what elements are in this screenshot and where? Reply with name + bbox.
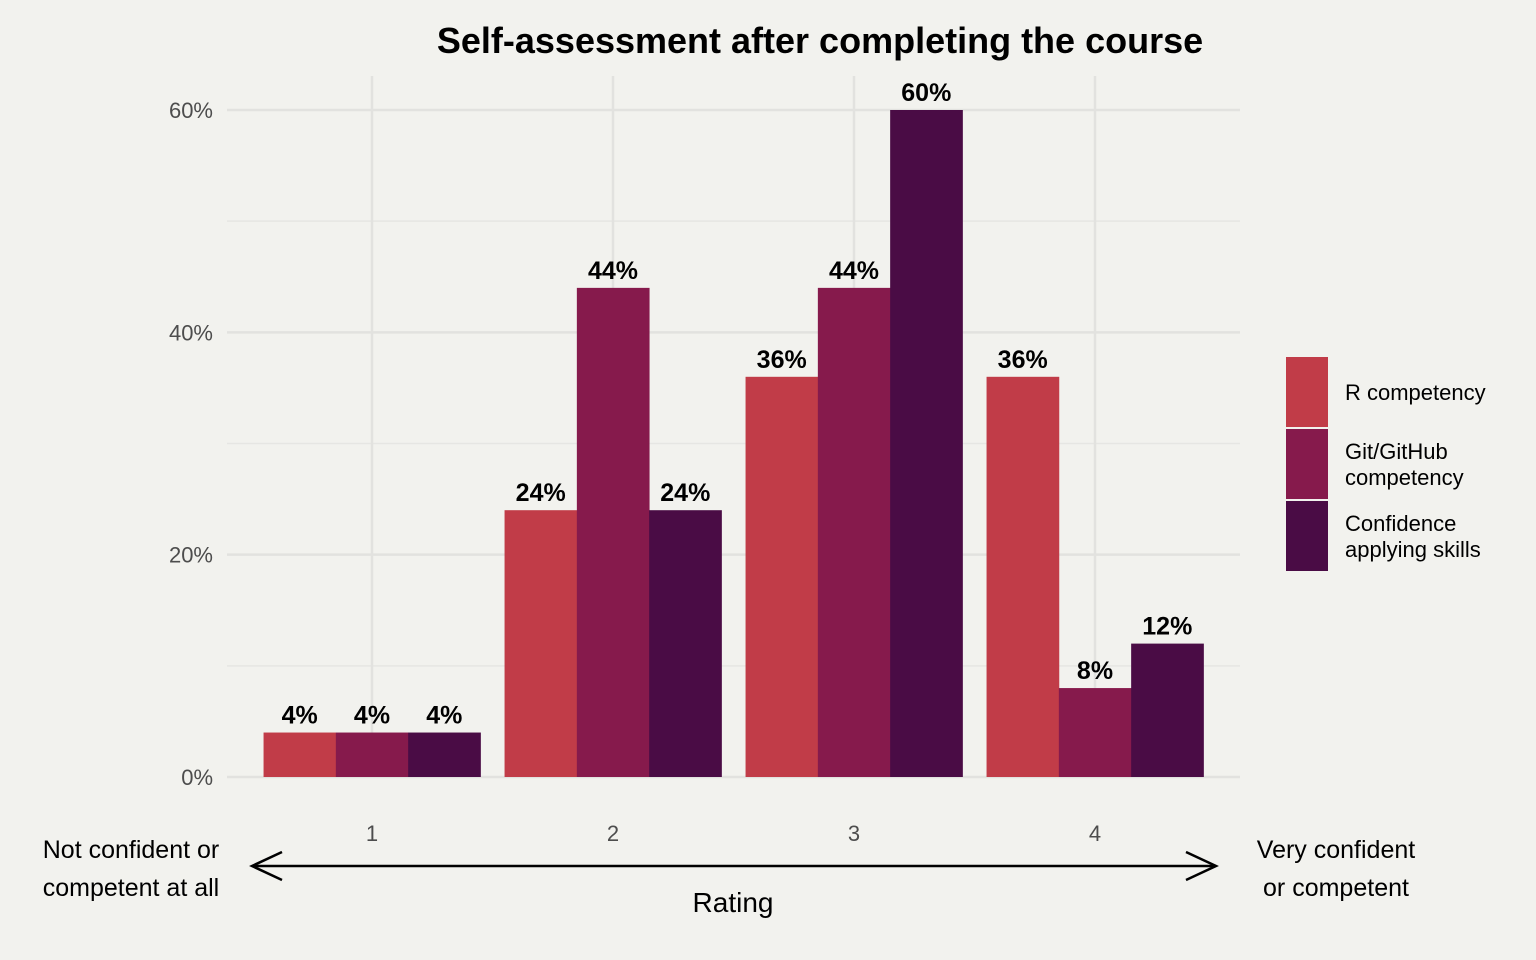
bar [986, 376, 1060, 777]
x-annotation-right-line-2: or competent [1263, 874, 1409, 902]
x-tick-label: 2 [607, 821, 619, 846]
y-tick-label: 40% [169, 320, 213, 345]
bar [745, 376, 819, 777]
y-tick-label: 60% [169, 98, 213, 123]
rating-arrow [249, 850, 1219, 882]
bar-value-label: 60% [901, 79, 951, 107]
bar-value-label: 44% [829, 257, 879, 285]
legend-label: applying skills [1345, 537, 1481, 562]
y-tick-label: 20% [169, 543, 213, 568]
x-annotation-left-line-2: competent at all [43, 874, 220, 902]
bar-value-label: 44% [588, 257, 638, 285]
bar-value-label: 4% [354, 702, 390, 730]
bar [576, 287, 650, 777]
bar-value-label: 4% [426, 702, 462, 730]
x-axis-title: Rating [693, 887, 774, 918]
y-tick-label: 0% [181, 765, 213, 790]
bar [649, 510, 722, 777]
x-tick-label: 4 [1089, 821, 1101, 846]
bar [890, 110, 963, 777]
x-axis-ticks: 1 2 3 4 [366, 821, 1101, 846]
legend-label: Git/GitHub [1345, 439, 1448, 464]
bar [1058, 688, 1132, 777]
bar [335, 732, 409, 777]
legend-key [1286, 501, 1328, 571]
x-tick-label: 1 [366, 821, 378, 846]
bars [263, 110, 1204, 777]
bar [408, 732, 481, 777]
chart-title: Self-assessment after completing the cou… [437, 20, 1203, 61]
bar-value-label: 36% [998, 346, 1048, 374]
value-labels: 4% 24% 36% 36% 4% 44% 44% 8% 4% 24% 60% 12% [282, 79, 1193, 730]
bar-value-label: 12% [1142, 613, 1192, 641]
bar [817, 287, 891, 777]
legend-key [1286, 357, 1328, 427]
bar [263, 732, 337, 777]
bar-value-label: 4% [282, 702, 318, 730]
bar [504, 510, 578, 777]
bar-value-label: 8% [1077, 657, 1113, 685]
bar [1131, 643, 1204, 777]
legend-key [1286, 429, 1328, 499]
x-tick-label: 3 [848, 821, 860, 846]
bar-value-label: 24% [516, 479, 566, 507]
legend-label: competency [1345, 465, 1464, 490]
x-annotation-right-line-1: Very confident [1257, 836, 1415, 864]
legend-label: Confidence [1345, 511, 1456, 536]
bar-value-label: 24% [660, 479, 710, 507]
legend-label: R competency [1345, 380, 1486, 405]
y-axis-ticks: 0% 20% 40% 60% [169, 98, 213, 790]
bar-value-label: 36% [757, 346, 807, 374]
x-annotation-left-line-1: Not confident or [43, 836, 220, 864]
